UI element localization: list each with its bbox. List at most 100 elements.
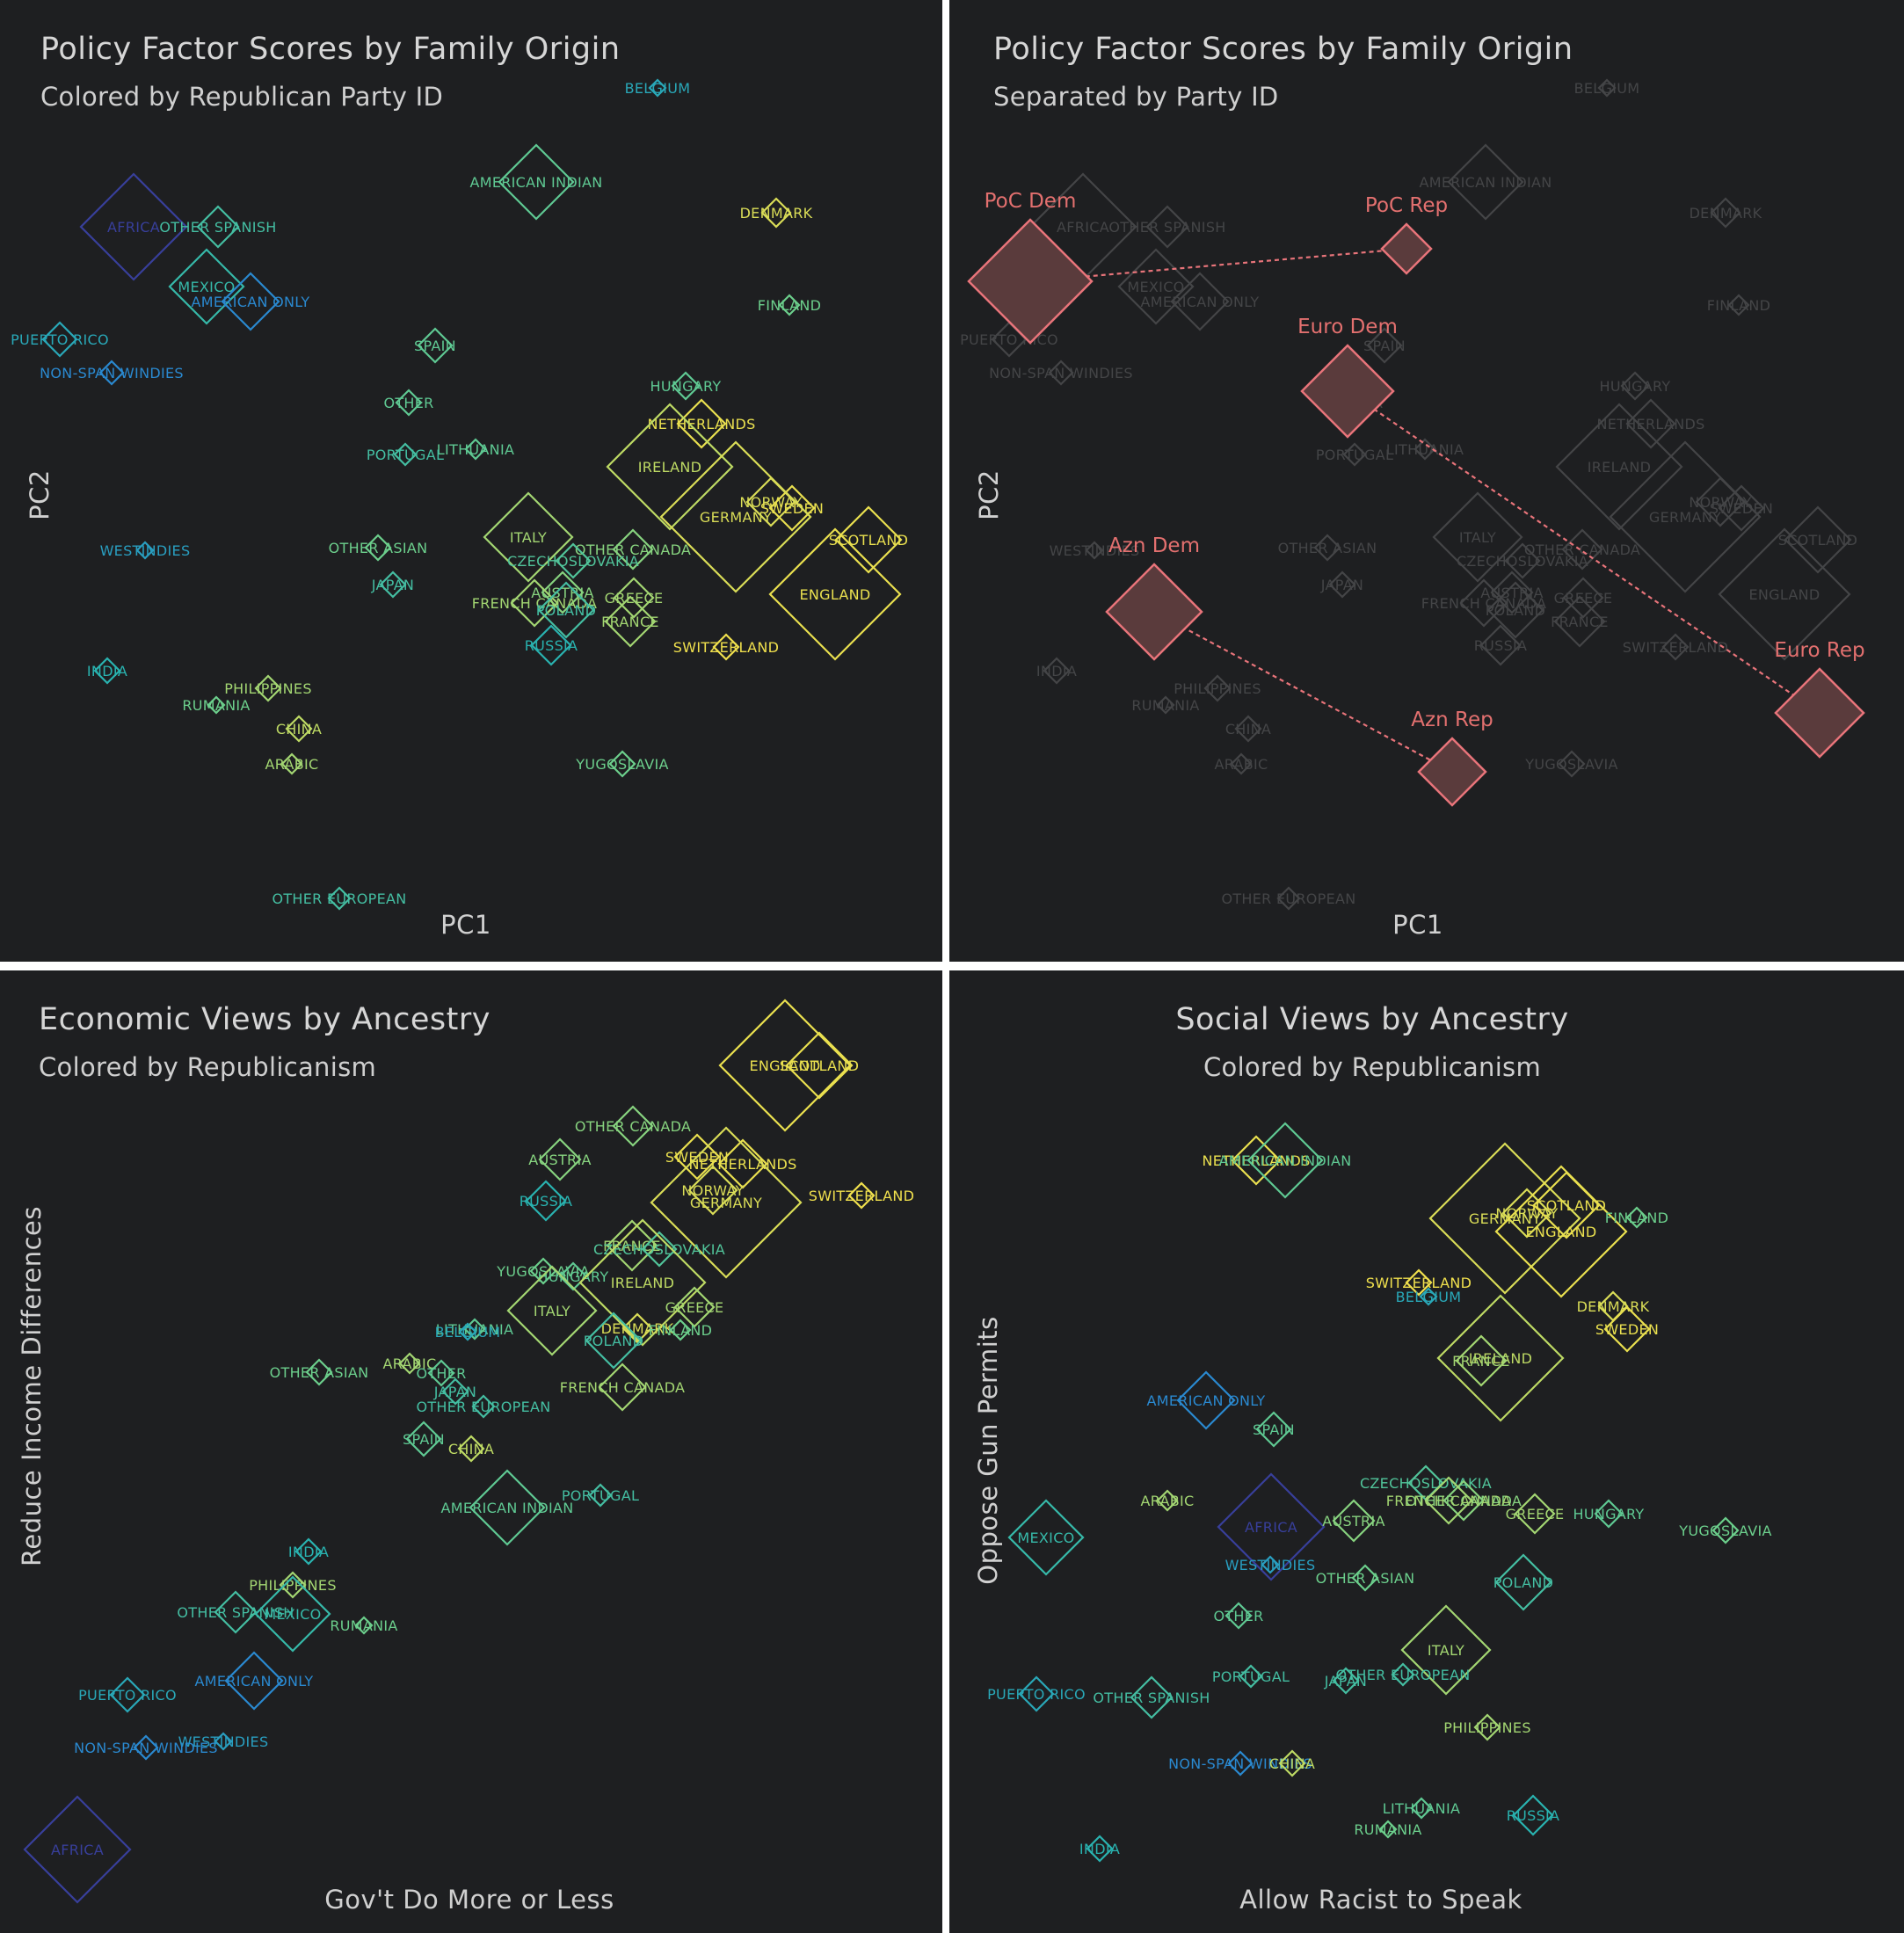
- point-label-india: INDIA: [1079, 1841, 1120, 1857]
- point-label-austria: AUSTRIA: [531, 585, 593, 601]
- point-marker-mexico: [168, 248, 245, 325]
- point-label-other-european: OTHER EUROPEAN: [272, 890, 406, 907]
- point-marker-american-only: [224, 1651, 284, 1711]
- point-marker-french-canada: [1459, 578, 1508, 628]
- point-marker-hungary: [1620, 371, 1650, 401]
- chart-subtitle: Colored by Republicanism: [39, 1052, 377, 1082]
- point-label-finland: FINLAND: [649, 1322, 713, 1339]
- point-marker-england: [1494, 1165, 1628, 1298]
- point-marker-westindies: [135, 541, 155, 560]
- point-label-mexico: MEXICO: [1127, 279, 1184, 295]
- point-marker-spain: [1255, 1411, 1292, 1448]
- point-marker-hungary: [1594, 1499, 1624, 1529]
- point-marker-rumania: [1156, 695, 1175, 715]
- point-label-poland: POLAND: [1493, 1574, 1554, 1591]
- point-marker-ireland: [1555, 403, 1683, 531]
- point-marker-other-european: [1391, 1662, 1415, 1687]
- point-marker-france: [1553, 595, 1606, 648]
- point-label-other-asian: OTHER ASIAN: [270, 1364, 369, 1381]
- point-marker-rumania: [1378, 1820, 1398, 1839]
- point-marker-american-only: [1170, 272, 1230, 331]
- point-label-japan: JAPAN: [433, 1384, 476, 1400]
- chart-subtitle: Colored by Republicanism: [1203, 1052, 1542, 1082]
- point-marker-czechoslovakia: [1504, 542, 1541, 579]
- point-marker-other-spanish: [1145, 205, 1189, 249]
- point-marker-czechoslovakia: [641, 1231, 678, 1268]
- point-marker-austria: [538, 1137, 582, 1181]
- point-marker-philippines: [279, 1571, 307, 1599]
- y-axis-label: PC2: [25, 469, 55, 520]
- point-marker-arabic: [398, 1352, 421, 1375]
- point-label-scotland: SCOTLAND: [829, 532, 909, 549]
- point-label-italy: ITALY: [510, 529, 547, 546]
- point-label-norway: NORWAY: [1689, 494, 1751, 511]
- group-label-euro-dem: Euro Dem: [1297, 316, 1398, 338]
- point-marker-other-spanish: [196, 205, 240, 249]
- point-label-other-spanish: OTHER SPANISH: [1108, 219, 1225, 236]
- point-label-puerto-rico: PUERTO RICO: [11, 331, 109, 348]
- point-label-lithuania: LITHUANIA: [1383, 1800, 1460, 1817]
- point-marker-other-spanish: [214, 1590, 258, 1634]
- point-marker-russia: [1512, 1794, 1554, 1836]
- point-label-rumania: RUMANIA: [1354, 1821, 1421, 1838]
- group-label-azn-dem: Azn Dem: [1108, 534, 1200, 557]
- point-marker-american-only: [221, 272, 280, 331]
- point-label-scotland: SCOTLAND: [1527, 1197, 1607, 1214]
- point-label-austria: AUSTRIA: [528, 1152, 591, 1168]
- point-marker-norway: [687, 1165, 738, 1216]
- point-marker-belgium: [1419, 1287, 1438, 1306]
- chart-title: Policy Factor Scores by Family Origin: [993, 32, 1573, 67]
- y-axis-label: Oppose Gun Permits: [973, 1316, 1003, 1585]
- point-label-india: INDIA: [288, 1544, 329, 1560]
- point-marker-germany: [659, 440, 812, 593]
- point-label-china: CHINA: [276, 721, 322, 738]
- point-label-american-indian: AMERICAN INDIAN: [1218, 1152, 1351, 1169]
- point-label-other-european: OTHER EUROPEAN: [1335, 1667, 1470, 1683]
- point-marker-spain: [417, 327, 454, 364]
- group-connector-1: [1347, 390, 1820, 714]
- point-marker-japan: [379, 570, 407, 599]
- point-marker-hungary: [558, 1261, 588, 1291]
- point-label-africa: AFRICA: [51, 1842, 104, 1858]
- point-marker-rumania: [354, 1616, 374, 1635]
- point-marker-other-european: [327, 886, 352, 911]
- point-marker-denmark: [621, 1312, 653, 1344]
- point-label-westindies: WESTINDIES: [178, 1733, 269, 1750]
- point-marker-mexico: [254, 1575, 331, 1653]
- point-marker-other-canada: [612, 528, 654, 570]
- point-marker-france: [1455, 1334, 1508, 1387]
- point-label-puerto-rico: PUERTO RICO: [960, 331, 1058, 348]
- point-label-non-span-windies: NON-SPAN WINDIES: [74, 1740, 218, 1756]
- point-marker-non-span-windies: [98, 360, 125, 386]
- point-marker-other-european: [1276, 886, 1301, 911]
- point-label-lithuania: LITHUANIA: [1386, 441, 1464, 458]
- group-marker-poc-rep: [1380, 222, 1433, 275]
- point-marker-netherlands: [1625, 398, 1676, 449]
- point-label-belgium: BELGIUM: [435, 1324, 501, 1341]
- point-marker-french-canada: [510, 578, 559, 628]
- point-label-japan: JAPAN: [1324, 1673, 1367, 1690]
- point-label-other-asian: OTHER ASIAN: [329, 540, 428, 556]
- point-label-italy: ITALY: [1459, 529, 1496, 546]
- point-label-denmark: DENMARK: [740, 205, 813, 222]
- group-marker-poc-dem: [967, 218, 1094, 345]
- point-label-arabic: ARABIC: [265, 756, 318, 773]
- point-marker-china: [457, 1435, 485, 1463]
- point-label-philippines: PHILIPPINES: [249, 1577, 337, 1594]
- point-marker-american-indian: [1246, 1122, 1324, 1199]
- point-label-yugoslavia: YUGOSLAVIA: [1678, 1522, 1771, 1539]
- group-marker-euro-dem: [1300, 344, 1395, 439]
- chart-title: Economic Views by Ancestry: [39, 1002, 491, 1037]
- point-label-spain: SPAIN: [414, 338, 456, 354]
- point-label-finland: FINLAND: [758, 297, 822, 314]
- point-label-other-asian: OTHER ASIAN: [1316, 1570, 1415, 1587]
- point-marker-westindies: [214, 1732, 233, 1751]
- point-marker-westindies: [1085, 541, 1104, 560]
- point-marker-india: [93, 657, 121, 685]
- point-marker-switzerland: [1405, 1268, 1433, 1297]
- point-label-non-span-windies: NON-SPAN WINDIES: [989, 365, 1133, 382]
- point-marker-yugoslavia: [1711, 1516, 1740, 1544]
- panel-social-views: NETHERLANDS AMERICAN INDIAN GERMANY NORWAY S…: [949, 970, 1904, 1933]
- point-label-spain: SPAIN: [1253, 1421, 1295, 1438]
